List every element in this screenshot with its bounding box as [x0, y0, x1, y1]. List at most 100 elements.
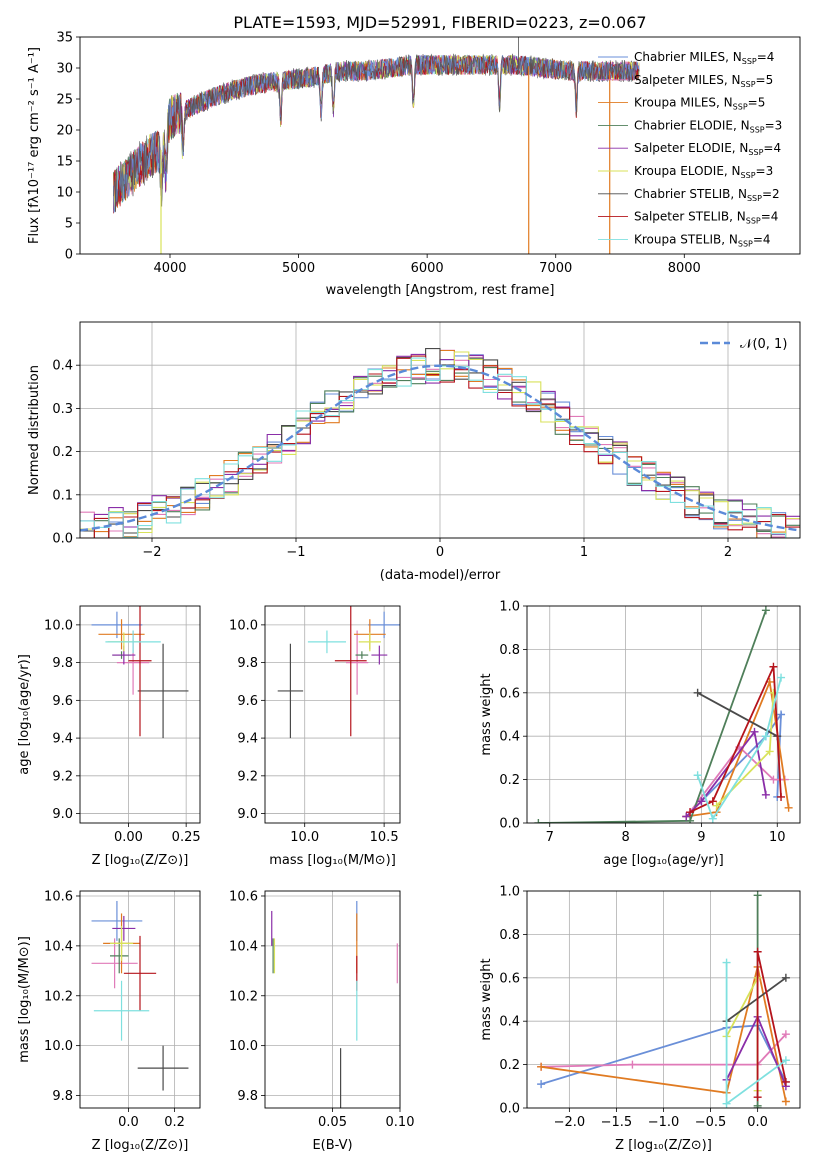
weight-marker — [722, 1099, 731, 1108]
y-tick-label: 15 — [56, 155, 73, 170]
x-axis-label: mass [log₁₀(M/M⊙)] — [269, 853, 396, 868]
weight-marker — [777, 710, 786, 719]
errorbar-point-kroupa-elodie — [358, 632, 381, 652]
x-axis-label: age [log₁₀(age/yr)] — [603, 853, 724, 868]
axes-frame — [79, 890, 201, 1109]
y-tick-label: 9.4 — [52, 732, 73, 747]
weight-marker — [753, 1101, 762, 1108]
legend-label: Chabrier MILES, NSSP=4 — [634, 50, 774, 66]
weight-marker — [784, 803, 793, 812]
y-tick-label: 9.6 — [237, 694, 258, 709]
y-tick-label: 10.6 — [44, 889, 73, 904]
x-tick-label: 9 — [697, 830, 705, 845]
x-tick-label: 0.05 — [318, 1115, 347, 1130]
weight-marker — [781, 1030, 790, 1039]
x-tick-label: 4000 — [153, 261, 186, 276]
y-tick-label: 10 — [56, 186, 73, 201]
weight-marker — [693, 771, 702, 780]
x-axis-label: Z [log₁₀(Z/Z⊙)] — [615, 1138, 712, 1153]
subplots: 4000 5000 6000 7000 800005101520253035wavele… — [17, 31, 801, 1153]
errorbar-point-salpeter-stelib — [123, 935, 157, 1011]
weight-series-kroupa-stelib — [722, 958, 790, 1108]
weight-marker — [628, 1060, 637, 1069]
y-tick-label: 10.0 — [229, 1039, 258, 1054]
x-tick-label: 0.00 — [114, 830, 143, 845]
y-tick-label: 10.0 — [44, 618, 73, 633]
y-tick-label: 1.0 — [499, 600, 520, 615]
x-tick-label: 2 — [724, 545, 732, 560]
y-tick-label: 10.2 — [229, 989, 258, 1004]
errorbar-point-chabrier-stelib — [277, 643, 304, 739]
errorbar-point-chabrier-elodie — [355, 651, 369, 659]
x-tick-label: 0.0 — [747, 1115, 768, 1130]
weight-line — [726, 977, 787, 1022]
errorbar-point-salpeter-elodie — [371, 645, 388, 665]
legend-label: Kroupa STELIB, NSSP=4 — [634, 232, 771, 248]
legend-label: 𝒩(0, 1) — [740, 337, 787, 352]
panel-age-vs-Z: 0.00 0.25 9.0 9.2 9.4 9.6 9.8 10.0 Z [log₁₀(Z/Z⊙… — [17, 605, 201, 868]
x-axis-label: wavelength [Angstrom, rest frame] — [326, 283, 555, 298]
plot-area — [91, 900, 189, 1091]
y-tick-label: 10.2 — [44, 989, 73, 1004]
y-tick-label: 9.4 — [237, 732, 258, 747]
plot-area — [80, 348, 800, 538]
x-tick-label: 10 — [769, 830, 786, 845]
y-axis-label: Flux [fλ10⁻¹⁷ erg cm⁻² s⁻¹ A⁻¹] — [27, 47, 42, 244]
plot-area — [113, 37, 640, 254]
weight-marker — [697, 797, 706, 806]
weight-series-chabrier-elodie — [534, 606, 770, 823]
y-tick-label: 0.4 — [499, 1015, 520, 1030]
legend-label: Salpeter MILES, NSSP=5 — [634, 73, 773, 89]
y-tick-label: 0.2 — [499, 773, 520, 788]
weight-marker — [753, 891, 762, 900]
y-tick-label: 5 — [65, 217, 73, 232]
y-tick-label: 1.0 — [499, 885, 520, 900]
weight-marker — [761, 732, 770, 741]
x-tick-label: −1 — [286, 545, 305, 560]
axes-frame — [79, 36, 801, 255]
y-tick-label: 0.8 — [499, 643, 520, 658]
weight-marker — [712, 801, 721, 810]
weight-marker — [781, 1077, 790, 1086]
legend-label: Chabrier ELODIE, NSSP=3 — [634, 118, 782, 134]
x-tick-label: 8 — [621, 830, 629, 845]
errorbar-point-salpeter-miles — [346, 630, 369, 695]
weight-marker — [777, 673, 786, 682]
weight-marker — [781, 973, 790, 982]
weight-marker — [761, 606, 770, 615]
x-tick-label: 0.10 — [386, 1115, 415, 1130]
axes-frame — [264, 605, 401, 824]
axes-frame — [526, 605, 801, 824]
weight-line — [540, 966, 787, 1102]
x-axis-label: E(B-V) — [312, 1138, 352, 1153]
weight-marker — [722, 958, 731, 967]
plot-area — [277, 606, 400, 739]
y-tick-label: 9.2 — [237, 769, 258, 784]
panel-weight-vs-age: 7 8 9 10 0.0 0.2 0.4 0.6 0.8 1.0 age [log₁₀(age/yr… — [479, 600, 801, 868]
y-tick-label: 9.6 — [52, 694, 73, 709]
x-axis-label: Z [log₁₀(Z/Z⊙)] — [92, 853, 189, 868]
y-axis-label: mass weight — [479, 673, 494, 755]
errorbar-point-kroupa-elodie — [110, 925, 134, 961]
panel-residuals: −2 −1 0 1 2 0.0 0.1 0.2 0.3 0.4 (data-model)/error… — [27, 321, 801, 583]
weight-marker — [769, 688, 778, 697]
weight-marker — [537, 1080, 546, 1089]
errorbar-point-chabrier-miles — [91, 611, 143, 639]
errorbar-point-chabrier-stelib — [137, 643, 189, 739]
weight-marker — [761, 790, 770, 799]
y-tick-label: 20 — [56, 124, 73, 139]
y-axis-label: mass [log₁₀(M/M⊙)] — [17, 936, 32, 1063]
x-tick-label: 0 — [436, 545, 444, 560]
legend-label: Chabrier STELIB, NSSP=2 — [634, 187, 780, 203]
errorbar-point-salpeter-elodie — [112, 915, 136, 941]
x-tick-label: −2.0 — [554, 1115, 586, 1130]
weight-marker — [781, 1097, 790, 1106]
weight-marker — [753, 947, 762, 956]
panel-mass-vs-ebv: 0.05 0.10 9.8 10.0 10.2 10.4 10.6 E(B-V) — [229, 889, 414, 1153]
weight-series-salpeter-stelib — [686, 662, 786, 817]
weight-line — [696, 677, 782, 821]
y-tick-label: 0.4 — [52, 359, 73, 374]
x-tick-label: −1.0 — [648, 1115, 680, 1130]
errorbar-point-kroupa-stelib — [307, 630, 346, 654]
